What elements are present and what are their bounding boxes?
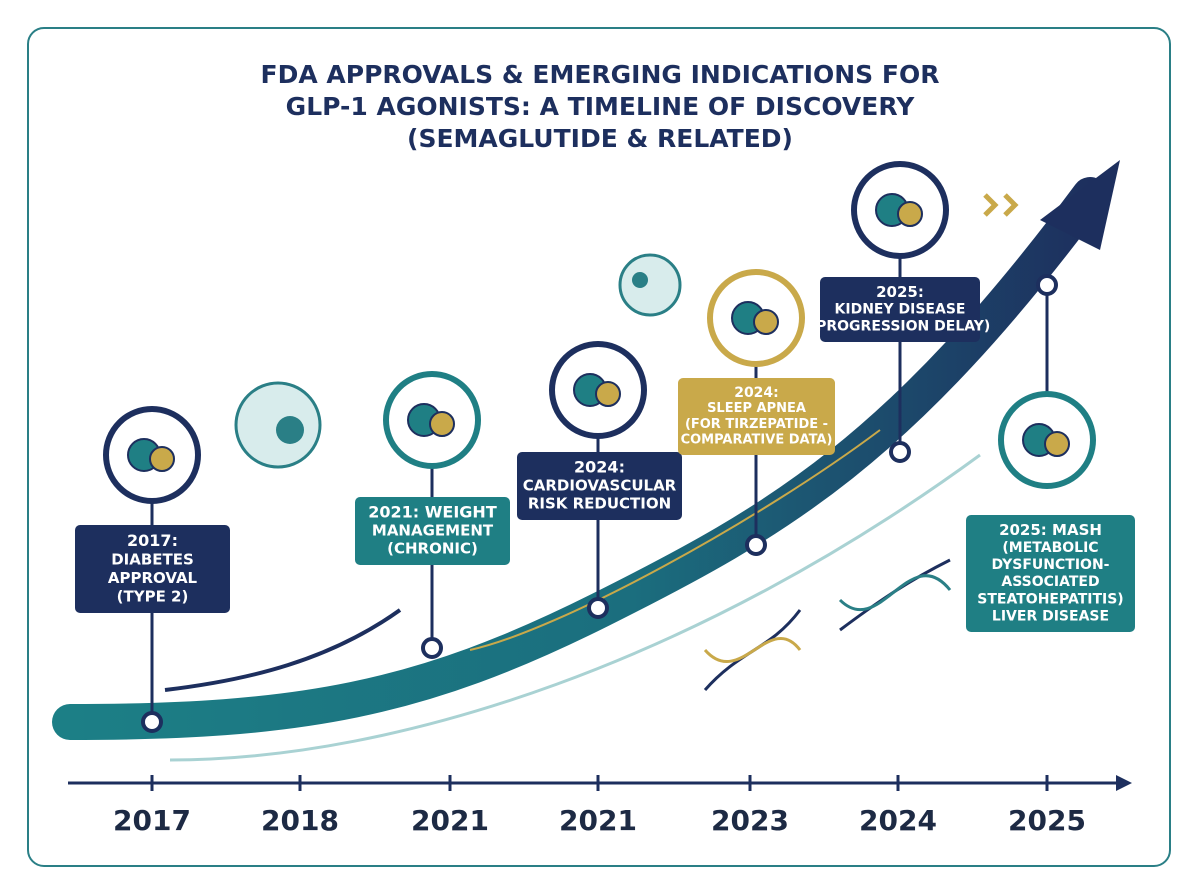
- icon: [429, 411, 455, 437]
- event-label: ASSOCIATED: [1001, 574, 1099, 590]
- event-label: 2021: WEIGHT: [368, 503, 497, 522]
- event-label: (TYPE 2): [117, 587, 189, 605]
- event-label: DIABETES: [111, 550, 194, 568]
- swoosh-arrowhead: [1040, 160, 1120, 250]
- event-label: 2024:: [574, 458, 625, 477]
- dna-decoration: [703, 558, 952, 691]
- axis-arrow: [1116, 775, 1132, 791]
- year-label: 2021: [559, 804, 637, 837]
- icon: [595, 381, 621, 407]
- accent-arrow: [169, 453, 981, 762]
- event-label: MANAGEMENT: [372, 522, 494, 540]
- event-label: COMPARATIVE DATA): [681, 433, 833, 448]
- timeline-dot: [1036, 274, 1058, 296]
- event-label: 2024:: [734, 385, 779, 401]
- accent-arrow: [469, 429, 881, 651]
- event-label: (PROGRESSION DELAY): [810, 319, 991, 335]
- event-label: KIDNEY DISEASE: [835, 302, 966, 318]
- event-label: (FOR TIRZEPATIDE -: [685, 417, 828, 432]
- accent-arrow: [164, 608, 402, 692]
- icon: [753, 309, 779, 335]
- event-label: APPROVAL: [108, 569, 198, 587]
- timeline-dot: [745, 534, 767, 556]
- event-label: RISK REDUCTION: [528, 495, 671, 513]
- event-box: [517, 452, 682, 520]
- event-label: DYSFUNCTION-: [992, 557, 1110, 573]
- virus-decoration: [234, 253, 682, 469]
- event-label: SLEEP APNEA: [707, 401, 806, 416]
- title-line: (SEMAGLUTIDE & RELATED): [407, 124, 793, 153]
- year-label: 2024: [859, 804, 937, 837]
- year-label: 2025: [1008, 804, 1086, 837]
- timeline-dot: [889, 441, 911, 463]
- icon: [1044, 431, 1070, 457]
- title-line: GLP-1 AGONISTS: A TIMELINE OF DISCOVERY: [286, 92, 916, 121]
- event-label: CARDIOVASCULAR: [523, 477, 677, 495]
- event-label: 2025:: [876, 283, 924, 301]
- year-label: 2018: [261, 804, 339, 837]
- event-box: [820, 277, 980, 342]
- timeline-dot: [141, 711, 163, 733]
- event-label: LIVER DISEASE: [992, 608, 1109, 624]
- timeline-dot: [587, 597, 609, 619]
- year-label: 2017: [113, 804, 191, 837]
- event-box: [75, 525, 230, 613]
- year-label: 2021: [411, 804, 489, 837]
- event-label: STEATOHEPATITIS): [977, 591, 1123, 607]
- event-label: 2025: MASH: [999, 521, 1102, 539]
- icon: [897, 201, 923, 227]
- event-label: (CHRONIC): [387, 540, 478, 558]
- title-line: FDA APPROVALS & EMERGING INDICATIONS FOR: [261, 60, 940, 89]
- event-box: [355, 497, 510, 565]
- icon: [149, 446, 175, 472]
- event-box: [678, 378, 835, 455]
- chevrons: [983, 193, 1019, 217]
- timeline-dot: [421, 637, 443, 659]
- event-label: 2017:: [127, 531, 178, 550]
- event-label: (METABOLIC: [1002, 540, 1098, 556]
- event-box: [966, 515, 1135, 632]
- year-label: 2023: [711, 804, 789, 837]
